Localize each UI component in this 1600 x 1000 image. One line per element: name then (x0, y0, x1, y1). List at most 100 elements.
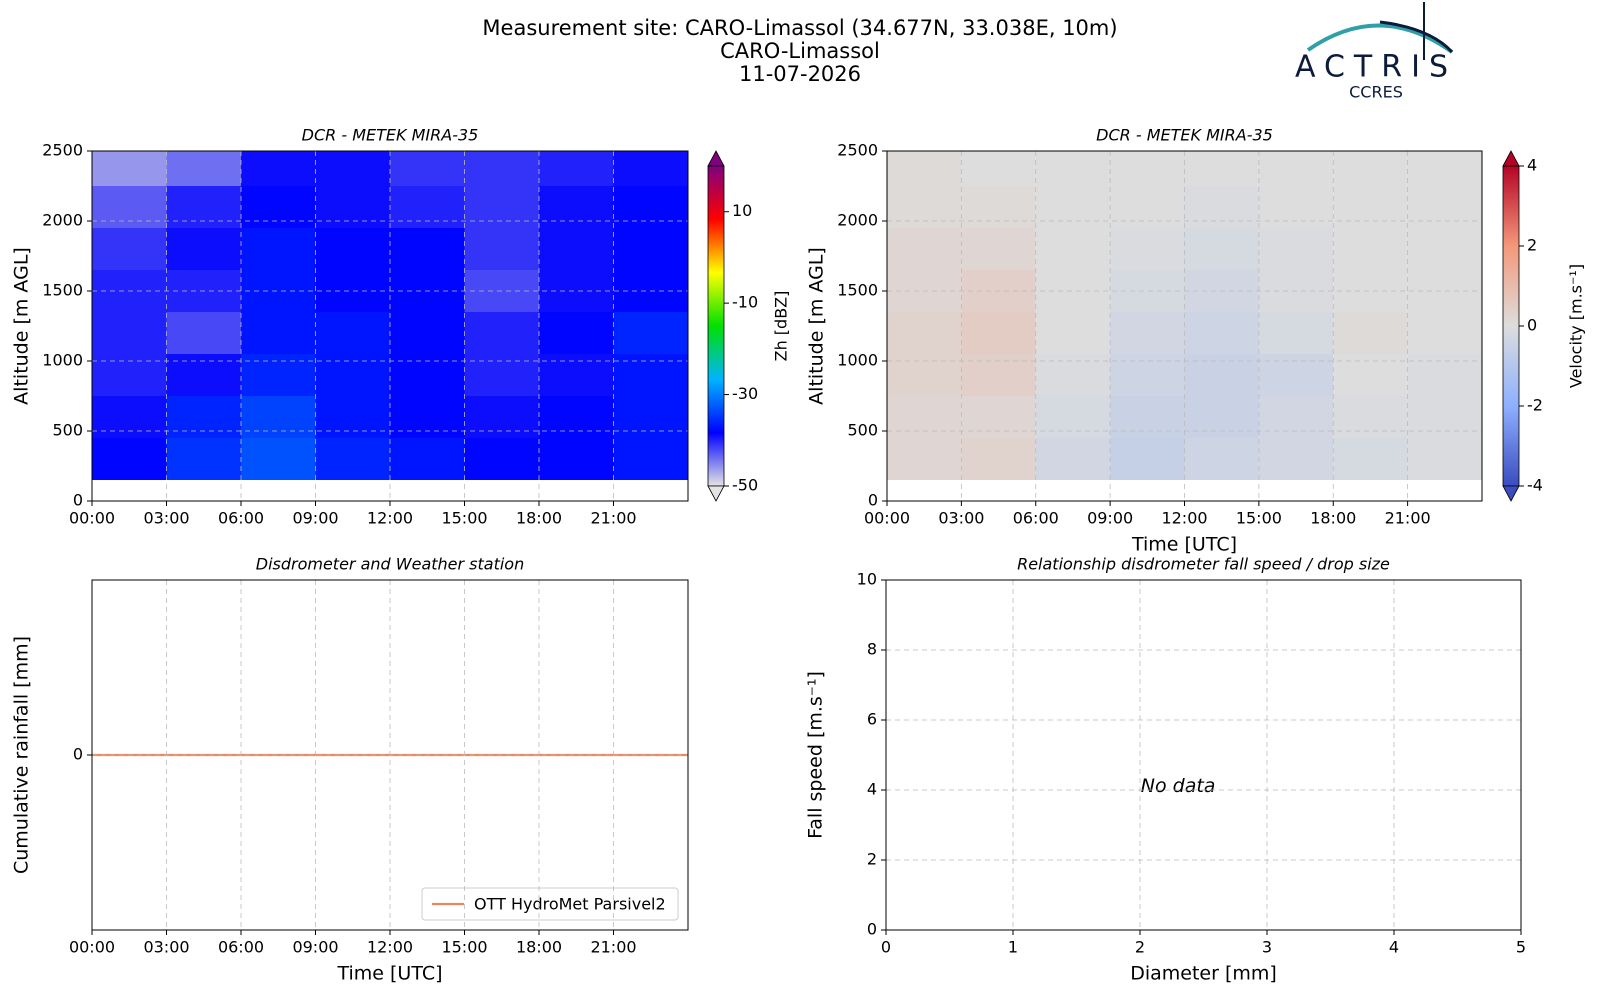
heatmap-cell (315, 151, 390, 186)
logo: ACTRIS CCRES (1295, 2, 1457, 102)
heatmap-cell (1333, 186, 1408, 228)
x-tick-label: 03:00 (143, 938, 189, 957)
heatmap-cell (1110, 396, 1185, 438)
heatmap-cell (390, 151, 465, 186)
y-tick-label: 500 (52, 421, 83, 440)
heatmap-cell (1035, 186, 1111, 228)
heatmap-cell (1407, 438, 1482, 480)
heatmap-cell (539, 354, 614, 396)
heatmap-cell (613, 354, 688, 396)
y-axis-label: Fall speed [m.s⁻¹] (805, 671, 827, 839)
y-axis-label: Altitude [m AGL] (11, 247, 33, 405)
heatmap-cell (1333, 228, 1408, 270)
heatmap-cell (1407, 228, 1482, 270)
x-tick-label: 15:00 (1236, 509, 1282, 528)
heatmap-cell (1035, 312, 1111, 354)
page-date: 11-07-2026 (739, 62, 861, 86)
x-tick-label: 2 (1135, 938, 1145, 957)
heatmap-cell (887, 354, 962, 396)
x-tick-label: 15:00 (441, 509, 487, 528)
heatmap-cell (241, 151, 316, 186)
heatmap-cell (92, 354, 167, 396)
heatmap-cell (464, 312, 539, 354)
heatmap-cell (1407, 354, 1482, 396)
colorbar-tick-label: -10 (732, 293, 758, 312)
x-tick-label: 00:00 (69, 938, 115, 957)
heatmap-cell (1184, 396, 1259, 438)
x-tick-label: 06:00 (1013, 509, 1059, 528)
y-tick-label: 0 (73, 491, 83, 510)
colorbar-tick-label: 0 (1527, 316, 1537, 335)
x-axis-label: Diameter [mm] (1130, 963, 1277, 985)
heatmap-cell (315, 186, 390, 228)
colorbar-tick-label: -50 (732, 476, 758, 495)
y-tick-label: 2000 (837, 211, 878, 230)
heatmap-cell (539, 438, 614, 480)
colorbar-extend (707, 485, 725, 502)
heatmap-cell (390, 186, 465, 228)
x-tick-label: 1 (1008, 938, 1018, 957)
heatmap-cell (1258, 186, 1334, 228)
page-title: Measurement site: CARO-Limassol (34.677N… (482, 16, 1117, 40)
heatmap-cell (1407, 396, 1482, 438)
x-tick-label: 15:00 (441, 938, 487, 957)
colorbar (707, 165, 725, 487)
colorbar-extend (707, 150, 725, 167)
heatmap-cell (1258, 312, 1334, 354)
heatmap-cell (166, 354, 241, 396)
legend-label: OTT HydroMet Parsivel2 (474, 895, 666, 914)
x-tick-label: 03:00 (143, 509, 189, 528)
heatmap-cell (1333, 151, 1408, 186)
heatmap-cell (613, 312, 688, 354)
heatmap-cell (390, 228, 465, 270)
heatmap-cell (1333, 354, 1408, 396)
heatmap-cell (1184, 228, 1259, 270)
annotation: No data (1141, 775, 1216, 797)
plot-frame (91, 150, 689, 502)
heatmap-cell (887, 396, 962, 438)
heatmap-cell (1258, 438, 1334, 480)
heatmap-cell (315, 438, 390, 480)
heatmap-cell (315, 312, 390, 354)
subplot-title: DCR - METEK MIRA-35 (1096, 126, 1273, 145)
y-tick-label: 0 (868, 491, 878, 510)
heatmap-cell (1110, 438, 1185, 480)
heatmap-cell (92, 228, 167, 270)
y-tick-label: 1000 (42, 351, 83, 370)
x-axis-label: Time [UTC] (336, 963, 442, 985)
heatmap-cell (613, 186, 688, 228)
plot-background (886, 580, 1521, 930)
heatmap-cell (539, 151, 614, 186)
heatmap-cell (887, 312, 962, 354)
x-tick-label: 06:00 (218, 509, 264, 528)
x-tick-label: 21:00 (590, 509, 636, 528)
heatmap-cell (1258, 396, 1334, 438)
heatmap-cell (166, 438, 241, 480)
heatmap-cell (464, 151, 539, 186)
logo-name: ACTRIS (1295, 50, 1457, 85)
heatmap-cell (92, 186, 167, 228)
x-tick-label: 09:00 (292, 509, 338, 528)
heatmap-cell (613, 151, 688, 186)
y-tick-label: 0 (73, 745, 83, 764)
heatmap-cell (1407, 312, 1482, 354)
x-tick-label: 3 (1262, 938, 1272, 957)
subplot-title: Disdrometer and Weather station (256, 555, 524, 574)
heatmap-cell (315, 228, 390, 270)
heatmap-cell (961, 228, 1036, 270)
x-tick-label: 21:00 (590, 938, 636, 957)
plot-frame (91, 579, 689, 931)
page-site: CARO-Limassol (720, 39, 880, 63)
heatmap-cell (1407, 151, 1482, 186)
logo-group: CCRES (1349, 83, 1403, 102)
heatmap-cell (1035, 228, 1111, 270)
y-axis-label: Cumulative rainfall [mm] (11, 636, 33, 874)
heatmap-cell (1110, 354, 1185, 396)
y-tick-label: 1500 (42, 281, 83, 300)
heatmap-cell (241, 438, 316, 480)
heatmap-cell (1035, 354, 1111, 396)
x-tick-label: 0 (881, 938, 891, 957)
x-tick-label: 18:00 (516, 938, 562, 957)
heatmap-cell (92, 438, 167, 480)
